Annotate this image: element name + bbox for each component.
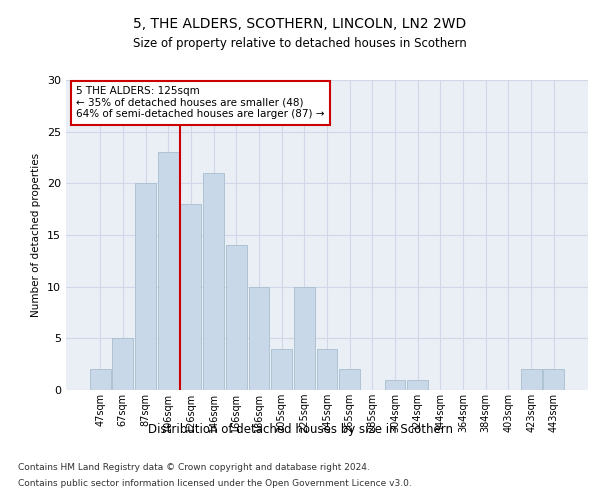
Y-axis label: Number of detached properties: Number of detached properties (31, 153, 41, 317)
Bar (226, 246, 247, 390)
Bar (248, 286, 269, 390)
Bar (90, 370, 110, 390)
Bar (181, 204, 202, 390)
Bar (339, 370, 360, 390)
Bar (112, 338, 133, 390)
Text: Distribution of detached houses by size in Scothern: Distribution of detached houses by size … (148, 422, 452, 436)
Bar (135, 184, 156, 390)
Bar (294, 286, 315, 390)
Bar (407, 380, 428, 390)
Bar (317, 348, 337, 390)
Bar (521, 370, 542, 390)
Bar (271, 348, 292, 390)
Text: Contains HM Land Registry data © Crown copyright and database right 2024.: Contains HM Land Registry data © Crown c… (18, 464, 370, 472)
Bar (385, 380, 406, 390)
Text: Size of property relative to detached houses in Scothern: Size of property relative to detached ho… (133, 38, 467, 51)
Bar (158, 152, 179, 390)
Text: 5, THE ALDERS, SCOTHERN, LINCOLN, LN2 2WD: 5, THE ALDERS, SCOTHERN, LINCOLN, LN2 2W… (133, 18, 467, 32)
Bar (544, 370, 564, 390)
Text: Contains public sector information licensed under the Open Government Licence v3: Contains public sector information licen… (18, 478, 412, 488)
Text: 5 THE ALDERS: 125sqm
← 35% of detached houses are smaller (48)
64% of semi-detac: 5 THE ALDERS: 125sqm ← 35% of detached h… (76, 86, 325, 120)
Bar (203, 173, 224, 390)
